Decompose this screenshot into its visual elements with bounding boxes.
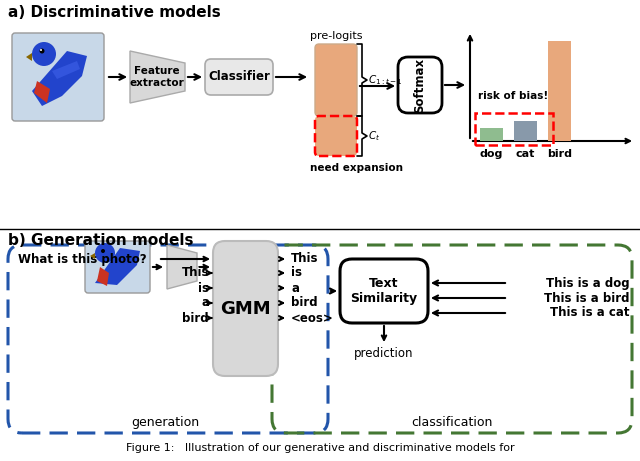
Text: dog: dog [480,149,503,159]
Text: a) Discriminative models: a) Discriminative models [8,5,221,20]
Circle shape [40,49,42,51]
Polygon shape [34,81,50,103]
Text: Feature
extractor: Feature extractor [130,66,184,88]
Text: bird: bird [547,149,572,159]
Text: need expansion: need expansion [310,163,403,173]
Bar [480,128,503,141]
FancyBboxPatch shape [315,116,357,156]
Bar [514,121,537,141]
Polygon shape [167,245,197,289]
FancyBboxPatch shape [315,44,357,116]
Circle shape [32,42,56,66]
Text: a: a [201,296,209,309]
Text: risk of bias!: risk of bias! [478,91,548,101]
Text: GMM: GMM [220,300,271,318]
Bar [548,41,571,141]
Text: bird: bird [291,296,317,309]
Polygon shape [26,53,32,61]
Text: Softmax: Softmax [413,58,426,112]
FancyBboxPatch shape [205,59,273,95]
Text: prediction: prediction [355,347,413,360]
Polygon shape [90,253,95,259]
Text: Figure 1:   Illustration of our generative and discriminative models for: Figure 1: Illustration of our generative… [125,443,515,453]
Polygon shape [97,267,109,286]
Text: Classifier: Classifier [208,71,270,83]
FancyBboxPatch shape [213,241,278,376]
Polygon shape [52,61,80,79]
Text: <eos>: <eos> [291,312,333,325]
Circle shape [40,48,45,53]
Text: b) Generation models: b) Generation models [8,233,193,248]
FancyBboxPatch shape [85,241,150,293]
Text: Text
Similarity: Text Similarity [351,277,417,305]
Circle shape [95,243,115,263]
FancyBboxPatch shape [340,259,428,323]
Text: bird: bird [182,312,209,325]
Text: This is a cat: This is a cat [550,307,630,319]
Polygon shape [130,51,185,103]
Text: is: is [198,282,209,295]
Text: $C_{1:t-1}$: $C_{1:t-1}$ [368,73,403,87]
Text: is: is [291,266,302,279]
Polygon shape [95,248,140,285]
Circle shape [101,249,105,253]
FancyBboxPatch shape [398,57,442,113]
Text: $C_t$: $C_t$ [368,129,380,143]
Polygon shape [32,51,87,106]
Text: This is a bird: This is a bird [545,291,630,305]
Text: pre-logits: pre-logits [310,31,362,41]
Text: This: This [182,266,209,279]
Text: generation: generation [131,416,199,429]
Text: What is this photo?: What is this photo? [18,253,147,266]
Text: classification: classification [412,416,493,429]
Text: cat: cat [516,149,535,159]
Text: This: This [291,253,319,266]
Text: This is a dog: This is a dog [547,277,630,290]
Text: a: a [291,282,299,295]
FancyBboxPatch shape [12,33,104,121]
